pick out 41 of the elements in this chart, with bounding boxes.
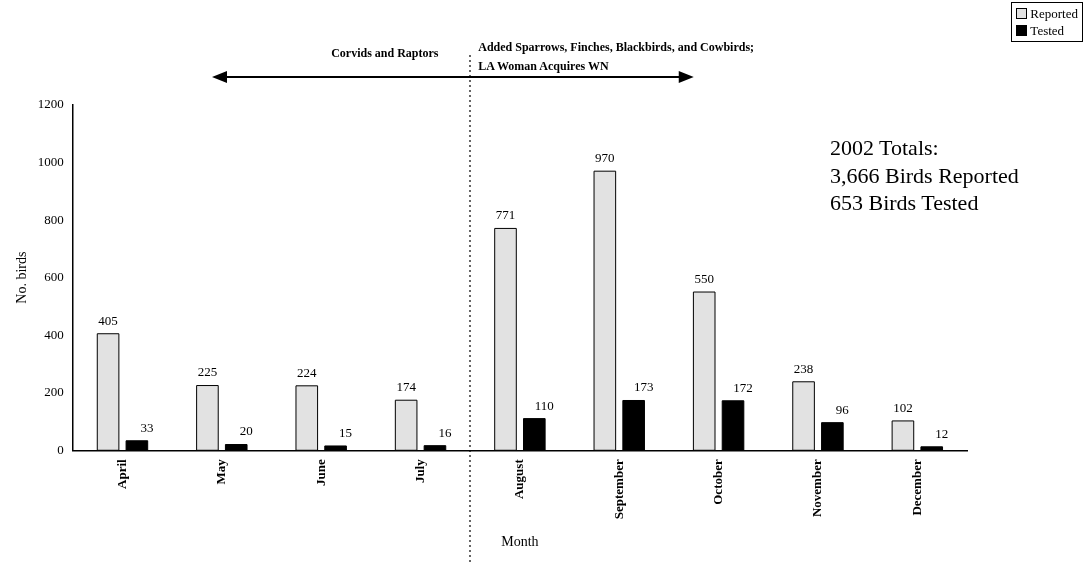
- text: Added Sparrows, Finches, Blackbirds, and Cowbirds; LA Woman Acquires WN: [478, 39, 755, 76]
- y-tick-label: 800: [44, 211, 64, 227]
- x-tick-label: October: [709, 459, 725, 505]
- y-tick-label: 0: [57, 441, 64, 457]
- y-tick-label: 400: [44, 326, 64, 342]
- x-tick-label: September: [610, 459, 626, 520]
- y-tick-label: 600: [44, 269, 64, 285]
- annotation: 2002 Totals: 3,666 Birds Reported 653 Birds Tested: [830, 134, 1019, 217]
- x-tick-label: June: [312, 459, 328, 487]
- data-label: 238: [793, 360, 814, 376]
- y-axis-title: No. birds: [14, 251, 30, 304]
- text: Corvids and Raptors: [331, 46, 439, 61]
- data-label: 550: [694, 270, 714, 286]
- y-tick-label: 1200: [37, 96, 64, 112]
- data-label: 771: [495, 207, 516, 223]
- x-axis-title: Month: [501, 534, 539, 550]
- data-label: 224: [297, 364, 318, 380]
- data-label: 172: [733, 379, 753, 395]
- data-label: 33: [140, 419, 154, 435]
- x-tick-label: May: [213, 458, 229, 485]
- x-tick-label: November: [809, 459, 825, 518]
- x-tick-label: August: [511, 458, 527, 500]
- legend-label: Tested: [1030, 22, 1065, 39]
- data-label: 174: [396, 379, 417, 395]
- x-tick-label: July: [411, 458, 427, 484]
- legend-label: Reported: [1030, 5, 1078, 22]
- data-label: 110: [534, 397, 554, 413]
- y-tick-label: 200: [44, 384, 64, 400]
- data-label: 173: [633, 379, 654, 395]
- y-tick-label: 1000: [37, 153, 64, 169]
- data-label: 970: [595, 150, 615, 166]
- x-tick-label: April: [113, 458, 129, 489]
- x-tick-label: December: [908, 459, 924, 516]
- data-label: 15: [339, 424, 353, 440]
- data-label: 405: [98, 312, 118, 328]
- data-label: 102: [893, 399, 913, 415]
- data-label: 20: [239, 423, 253, 439]
- data-label: 96: [835, 401, 850, 417]
- data-label: 12: [935, 425, 949, 441]
- data-label: 16: [438, 424, 452, 440]
- data-label: 225: [197, 364, 218, 380]
